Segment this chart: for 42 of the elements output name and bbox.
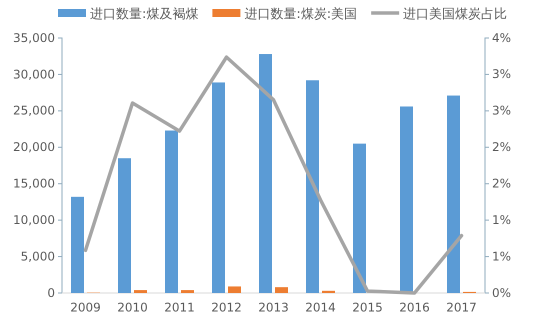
bar xyxy=(353,144,366,293)
y-tick-label: 35,000 xyxy=(13,30,55,45)
x-tick-label: 2009 xyxy=(70,300,101,315)
bar xyxy=(400,106,413,293)
x-tick-label: 2017 xyxy=(446,300,477,315)
bar xyxy=(71,196,84,293)
bar xyxy=(181,290,194,293)
y-tick-label: 0 xyxy=(47,286,55,300)
y-tick-label: 20,000 xyxy=(13,140,55,154)
bar xyxy=(447,96,460,293)
legend-label: 进口数量:煤及褐煤 xyxy=(90,7,198,22)
bar xyxy=(165,130,178,293)
x-tick-label: 2015 xyxy=(352,300,383,315)
y-tick-label: 15,000 xyxy=(13,176,55,191)
x-tick-label: 2012 xyxy=(211,300,242,315)
bar xyxy=(118,158,131,293)
bar xyxy=(259,54,272,293)
bar xyxy=(134,290,147,293)
x-tick-label: 2013 xyxy=(258,300,289,315)
y2-tick-label: 2% xyxy=(492,140,512,154)
x-tick-label: 2016 xyxy=(399,300,430,315)
bar xyxy=(306,80,319,293)
y2-tick-label: 1% xyxy=(492,212,512,227)
bar xyxy=(275,287,288,293)
x-tick-label: 2011 xyxy=(164,300,195,315)
x-tick-label: 2010 xyxy=(117,300,148,315)
y2-tick-label: 2% xyxy=(492,176,512,191)
y2-tick-label: 4% xyxy=(492,30,512,45)
legend-label: 进口美国煤炭占比 xyxy=(403,6,508,22)
bar xyxy=(228,286,241,293)
y2-tick-label: 1% xyxy=(492,249,512,264)
y-tick-label: 25,000 xyxy=(13,104,55,118)
x-tick-label: 2014 xyxy=(305,300,336,315)
y2-tick-label: 0% xyxy=(492,286,512,300)
bar xyxy=(212,82,225,293)
y2-tick-label: 3% xyxy=(492,67,512,82)
y2-tick-label: 3% xyxy=(492,104,512,118)
y-tick-label: 5,000 xyxy=(20,249,55,264)
y-tick-label: 30,000 xyxy=(13,67,55,82)
line-series xyxy=(84,55,464,295)
y-tick-label: 10,000 xyxy=(13,212,55,227)
legend-label: 进口数量:煤炭:美国 xyxy=(244,6,358,22)
